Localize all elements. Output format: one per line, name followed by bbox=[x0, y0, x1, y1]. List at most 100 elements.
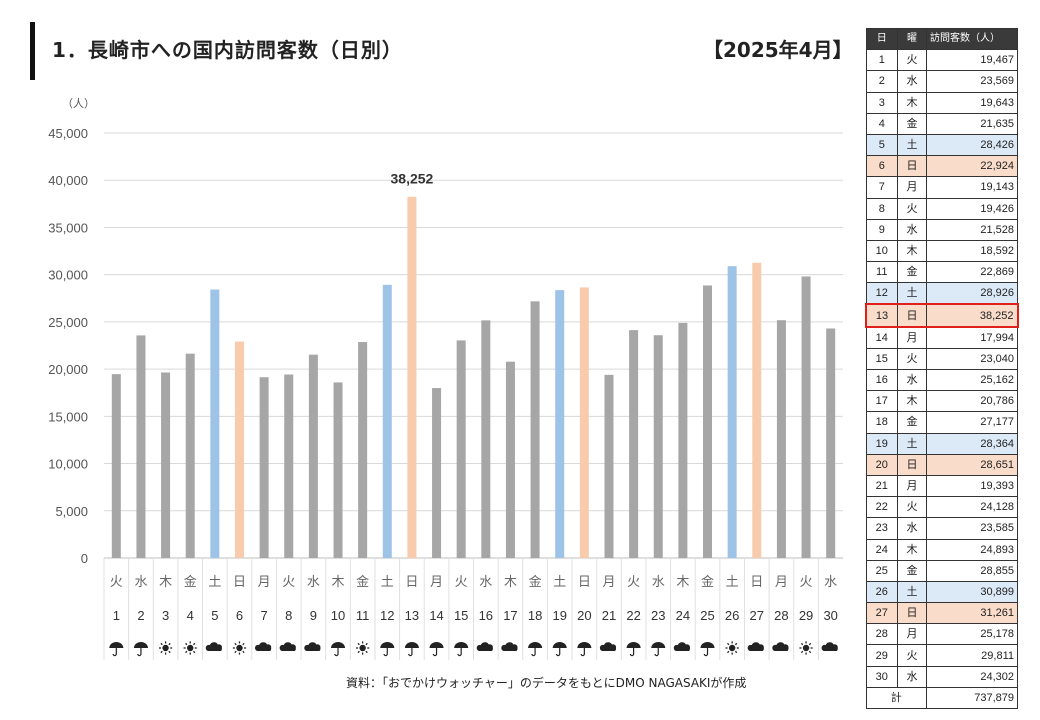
table-row: 29 火 29,811 bbox=[865, 644, 1018, 667]
table-cell-visitors: 17,994 bbox=[926, 326, 1018, 349]
bar-day-13 bbox=[407, 196, 417, 558]
table-cell-visitors: 22,924 bbox=[926, 155, 1018, 178]
table-cell-weekday: 土 bbox=[897, 282, 927, 305]
cloud-icon bbox=[747, 642, 764, 651]
x-day-label: 13 bbox=[405, 608, 419, 623]
y-tick-label: 25,000 bbox=[48, 315, 88, 330]
x-weekday-label: 日 bbox=[578, 575, 591, 590]
table-cell-weekday: 水 bbox=[897, 70, 927, 93]
table-row: 24 木 24,893 bbox=[865, 538, 1018, 561]
bar-day-10 bbox=[333, 382, 343, 558]
bar-day-1 bbox=[111, 374, 121, 558]
table-row: 11 金 22,869 bbox=[865, 261, 1018, 284]
table-row: 15 火 23,040 bbox=[865, 347, 1018, 371]
bar-day-11 bbox=[358, 342, 368, 558]
table-row: 7 月 19,143 bbox=[865, 176, 1018, 199]
y-tick-label: 0 bbox=[81, 551, 88, 566]
x-day-label: 29 bbox=[799, 608, 813, 623]
x-weekday-label: 火 bbox=[627, 575, 640, 590]
bar-day-3 bbox=[161, 372, 171, 558]
x-weekday-label: 金 bbox=[529, 574, 542, 590]
table-cell-visitors: 19,143 bbox=[926, 176, 1018, 199]
table-row: 19 土 28,364 bbox=[865, 432, 1018, 455]
table-cell-day: 18 bbox=[865, 411, 898, 434]
table-row: 1 火 19,467 bbox=[865, 49, 1018, 72]
bar-day-8 bbox=[284, 374, 294, 558]
x-day-label: 27 bbox=[750, 608, 764, 623]
page-title: 1．長崎市への国内訪問客数（日別） bbox=[52, 38, 403, 62]
table-cell-visitors: 38,252 bbox=[926, 303, 1019, 328]
x-weekday-label: 木 bbox=[676, 575, 689, 590]
cloud-icon bbox=[772, 642, 789, 651]
x-weekday-label: 水 bbox=[652, 575, 665, 590]
header-day: 日 bbox=[865, 27, 898, 51]
x-day-label: 9 bbox=[310, 608, 317, 623]
x-day-label: 21 bbox=[602, 608, 616, 623]
table-cell-day: 24 bbox=[865, 538, 898, 561]
bar-day-23 bbox=[653, 335, 663, 558]
x-day-label: 14 bbox=[429, 608, 443, 623]
y-tick-label: 10,000 bbox=[48, 457, 88, 472]
y-tick-label: 5,000 bbox=[55, 504, 88, 519]
bar-day-18 bbox=[530, 301, 540, 558]
bar-day-19 bbox=[555, 290, 565, 558]
table-cell-weekday: 木 bbox=[897, 390, 927, 413]
x-day-label: 10 bbox=[331, 608, 345, 623]
table-cell-day: 17 bbox=[865, 390, 898, 413]
x-day-label: 8 bbox=[285, 608, 292, 623]
table-cell-day: 9 bbox=[865, 218, 898, 241]
x-weekday-label: 水 bbox=[134, 575, 147, 590]
x-weekday-label: 土 bbox=[208, 575, 221, 590]
table-cell-weekday: 月 bbox=[897, 474, 927, 498]
table-row: 23 水 23,585 bbox=[865, 517, 1018, 540]
bar-day-24 bbox=[678, 322, 688, 558]
x-weekday-label: 金 bbox=[356, 574, 369, 590]
x-day-label: 22 bbox=[626, 608, 640, 623]
total-label: 計 bbox=[865, 686, 927, 710]
table-header-row: 日 曜 訪問客数（人） bbox=[865, 27, 1018, 51]
table-cell-visitors: 28,855 bbox=[926, 559, 1018, 582]
table-cell-day: 16 bbox=[865, 368, 898, 392]
table-cell-visitors: 19,426 bbox=[926, 197, 1018, 220]
x-weekday-label: 火 bbox=[282, 575, 295, 590]
table-cell-day: 28 bbox=[865, 623, 898, 646]
table-row: 22 火 24,128 bbox=[865, 496, 1018, 519]
x-day-label: 16 bbox=[479, 608, 493, 623]
cloud-icon bbox=[254, 642, 272, 651]
x-day-label: 2 bbox=[137, 608, 144, 623]
table-cell-weekday: 金 bbox=[897, 411, 927, 434]
table-row: 18 金 27,177 bbox=[865, 411, 1018, 434]
x-day-label: 3 bbox=[162, 608, 169, 623]
table-cell-visitors: 28,364 bbox=[926, 432, 1018, 455]
table-cell-day: 22 bbox=[865, 496, 898, 519]
period-label: 【2025年4月】 bbox=[703, 38, 853, 62]
table-cell-weekday: 土 bbox=[897, 432, 927, 455]
y-tick-label: 35,000 bbox=[48, 220, 88, 235]
x-weekday-label: 木 bbox=[504, 575, 517, 590]
cloud-icon bbox=[279, 642, 296, 651]
table-cell-day: 6 bbox=[865, 155, 898, 178]
table-cell-weekday: 火 bbox=[897, 347, 927, 371]
umbrella-icon bbox=[577, 642, 592, 657]
bar-day-14 bbox=[432, 388, 442, 558]
x-weekday-label: 土 bbox=[381, 575, 394, 590]
cloud-icon bbox=[476, 642, 493, 651]
x-day-label: 28 bbox=[774, 608, 788, 623]
daily-visitors-bar-chart: 0 5,000 10,000 15,000 20,000 25,000 30,000 35,0… bbox=[48, 97, 843, 660]
table-row: 10 木 18,592 bbox=[865, 239, 1018, 263]
x-day-label: 7 bbox=[260, 608, 267, 623]
table-cell-day: 13 bbox=[865, 303, 898, 328]
cloud-icon bbox=[599, 642, 617, 651]
table-cell-visitors: 25,162 bbox=[926, 368, 1018, 392]
sun-icon bbox=[725, 641, 739, 655]
sun-icon bbox=[158, 641, 173, 655]
table-cell-visitors: 30,899 bbox=[926, 580, 1018, 604]
table-row: 2 水 23,569 bbox=[865, 70, 1018, 93]
y-tick-label: 15,000 bbox=[48, 409, 88, 424]
table-cell-day: 15 bbox=[865, 347, 898, 371]
table-cell-visitors: 18,592 bbox=[926, 239, 1018, 263]
table-row: 21 月 19,393 bbox=[865, 474, 1018, 498]
table-row: 4 金 21,635 bbox=[865, 112, 1018, 135]
sun-icon bbox=[183, 641, 197, 655]
x-weekday-label: 水 bbox=[824, 575, 837, 590]
